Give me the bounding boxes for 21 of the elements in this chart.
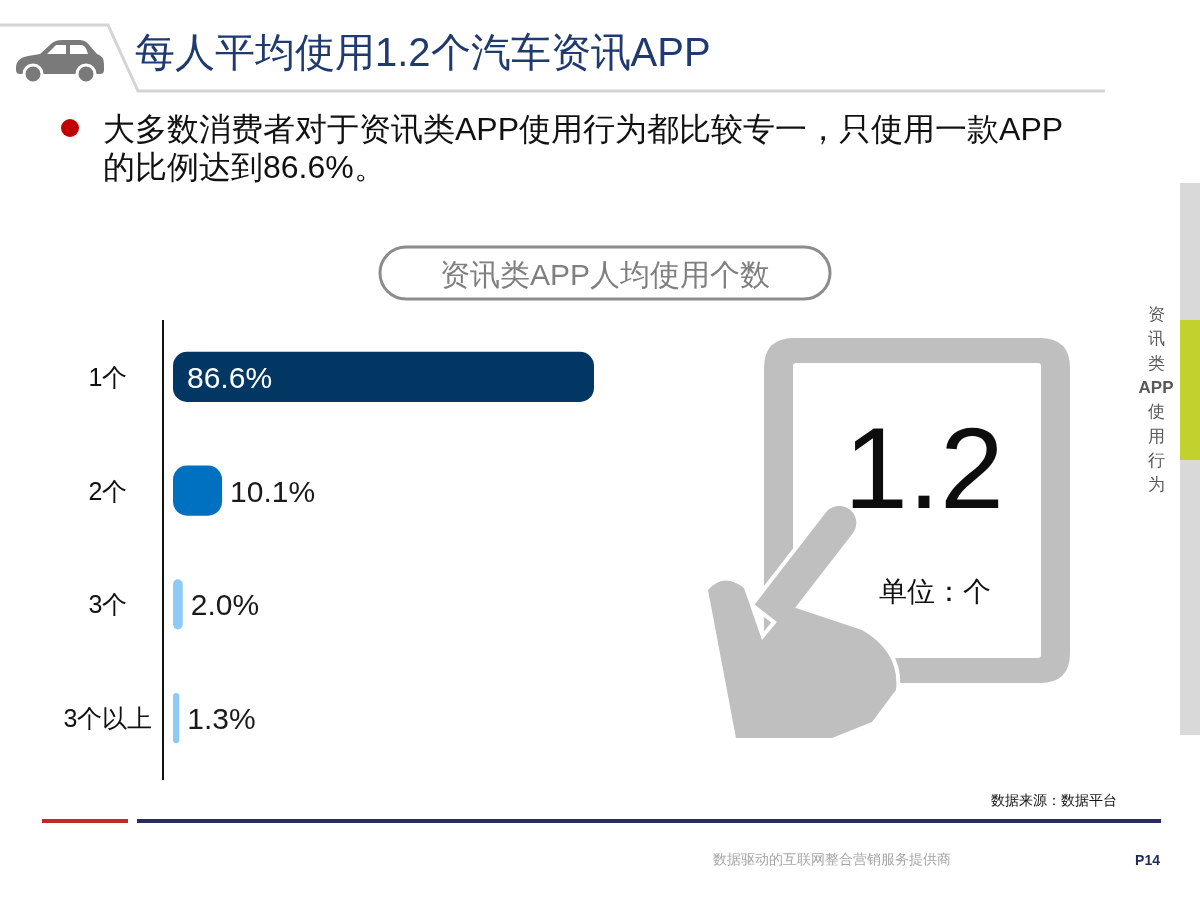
data-label: 10.1% — [230, 474, 316, 508]
source-note: 数据来源：数据平台 — [991, 792, 1117, 808]
text: 资讯类APP人均使用个数 — [439, 257, 771, 291]
chart-subtitle: 大多数消费者对于资讯类APP使用行为都比较专一，只使用一款APP的比例达到86.6%。 — [103, 111, 1064, 185]
y-tick-label: 2个 — [88, 476, 128, 505]
data-label: 2.0% — [190, 587, 260, 621]
text: 单位：个 — [879, 576, 991, 607]
bar — [173, 579, 183, 630]
data-label: 1.3% — [187, 701, 256, 735]
text: 资讯类APP使用行为 — [1138, 305, 1174, 495]
data-label: 86.6% — [187, 360, 273, 394]
bar — [173, 351, 594, 402]
y-tick-label: 3个 — [88, 590, 128, 619]
text: 1.2 — [844, 404, 1004, 532]
bar — [173, 693, 180, 744]
text: P14 — [1135, 852, 1161, 868]
y-tick-label: 1个 — [88, 362, 128, 391]
chart-title: 每人平均使用1.2个汽车资讯APP — [135, 30, 711, 74]
y-tick-label: 3个以上 — [63, 704, 153, 733]
bar — [173, 465, 223, 516]
text: 数据驱动的互联网整合营销服务提供商 — [713, 851, 951, 867]
